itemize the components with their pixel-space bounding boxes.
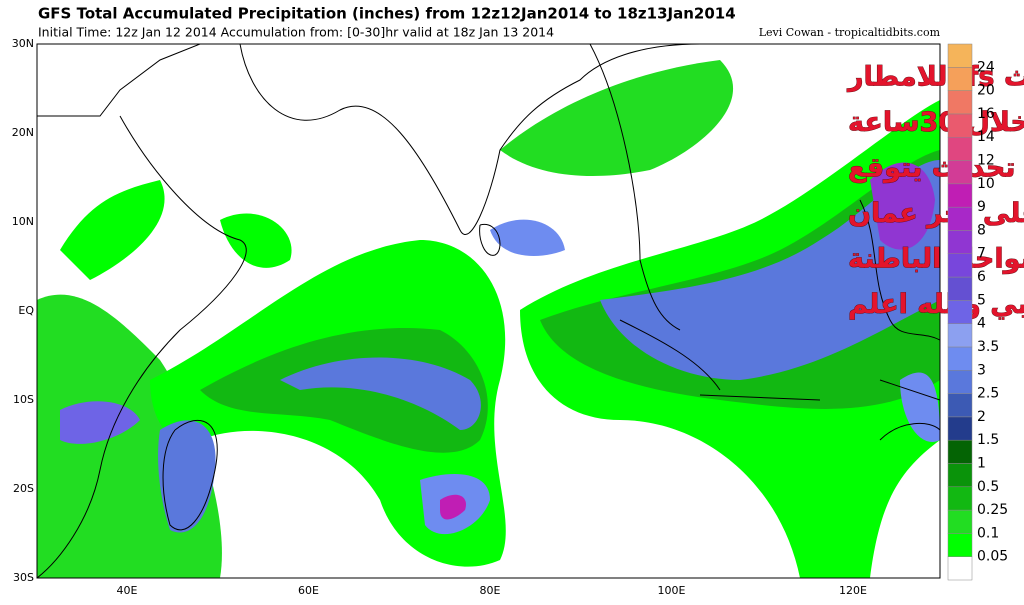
arabic-line: التراكمية خلال 30ساعة [848,107,1024,138]
credit: Levi Cowan - tropicaltidbits.com [759,26,941,39]
precip-field [37,60,940,578]
colorbar-box [947,276,973,301]
colorbar-label: 7 [977,246,986,262]
arabic-line: والخليج العربي والله اعلم [848,289,1024,320]
colorbar-box [947,206,973,231]
colorbar-box [947,183,973,208]
colorbar-box [947,323,973,348]
colorbar-label: 0.25 [977,502,1008,518]
colorbar-label: 5 [977,292,986,308]
colorbar-box [947,509,973,534]
colorbar-box [947,113,973,138]
map-frame [36,43,941,579]
arabic-line: =تحديث gfsللامطار [846,62,1024,93]
colorbar-box [947,556,973,581]
colorbar-box [947,346,973,371]
lon-label: 60E [298,584,319,597]
lat-label: 10N [12,215,34,228]
colorbar-box [947,136,973,161]
lon-label: 80E [480,584,501,597]
title: GFS Total Accumulated Precipitation (inc… [38,5,736,23]
colorbar-label: 10 [977,176,995,192]
arabic-line: امطار على بحر عمان [848,198,1024,229]
colorbar-box [947,439,973,464]
colorbar-label: 9 [977,199,986,215]
colorbar-label: 4 [977,316,986,332]
colorbar-label: 20 [977,83,995,99]
colorbar-box [947,67,973,91]
lon-label: 40E [117,584,138,597]
colorbar-label: 3.5 [977,339,999,355]
colorbar-label: 14 [977,129,995,145]
lon-label: 100E [658,584,686,597]
colorbar-label: 16 [977,106,995,122]
lat-label: 30N [12,37,34,50]
colorbar-box [947,300,973,324]
colorbar-label: 1.5 [977,432,999,448]
colorbar-label: 2 [977,409,986,425]
lat-label: 20N [12,126,34,139]
colorbar-label: 12 [977,153,995,169]
colorbar-box [947,160,973,185]
colorbar-label: 3 [977,362,986,378]
lat-label: 30S [13,571,34,584]
colorbar-label: 6 [977,269,986,285]
colorbar-box [947,253,973,278]
colorbar-box [947,370,973,394]
subtitle: Initial Time: 12z Jan 12 2014 Accumulati… [38,25,554,40]
colorbar-box [947,486,973,511]
lat-label: 20S [13,482,34,495]
colorbar-label: 0.1 [977,525,999,541]
colorbar-box [947,416,973,441]
colorbar-box [947,393,973,418]
colorbar-label: 8 [977,222,986,238]
colorbar-label: 24 [977,59,995,75]
colorbar-box [947,230,973,254]
colorbar-label: 0.05 [977,549,1008,565]
colorbar-box [947,533,973,557]
colorbar-box [947,463,973,488]
overlay-text: =تحديث gfsللامطار التراكمية خلال 30ساعة ال… [846,61,1024,320]
lat-label: 10S [13,393,34,406]
colorbar-box [947,43,973,68]
colorbar-label: 0.5 [977,479,999,495]
coastlines [37,44,940,578]
lon-label: 120E [839,584,867,597]
map [36,43,941,579]
lat-label: EQ [18,304,34,317]
colorbar-box [947,90,973,115]
arabic-line: القادم وفي تحديث يتوقع [848,153,1024,184]
arabic-line: ومسندم وسواحل الباطنة [848,244,1024,275]
colorbar-label: 1 [977,455,986,471]
colorbar-label: 2.5 [977,386,999,402]
